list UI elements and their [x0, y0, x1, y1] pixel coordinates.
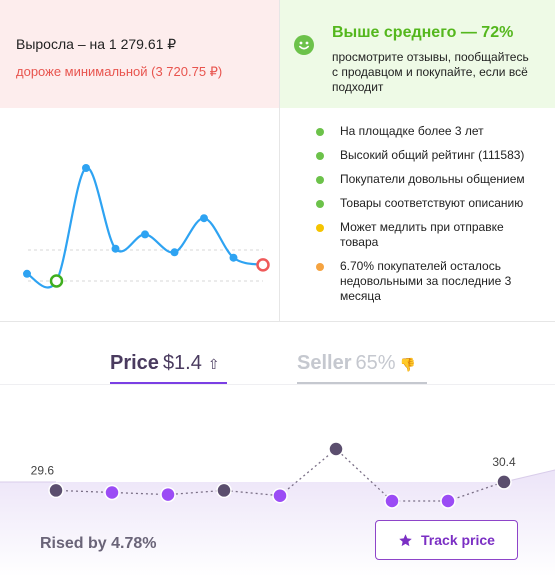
feature-text: Товары соответствуют описанию — [340, 196, 524, 210]
feature-text: Высокий общий рейтинг (111583) — [340, 148, 525, 162]
seller-feature-list: На площадке более 3 лет Высокий общий рей… — [312, 124, 542, 313]
sparkline-point — [200, 214, 208, 223]
feature-text: Покупатели довольны общением — [340, 172, 525, 186]
track-price-label: Track price — [421, 532, 495, 548]
sparkline-current-point — [256, 258, 270, 272]
seller-rating-description: просмотрите отзывы, пообщайтесь с продав… — [332, 50, 529, 94]
tab-seller-value: 65% — [355, 352, 396, 374]
tab-seller-label: Seller — [297, 352, 352, 374]
sparkline-point — [23, 269, 31, 278]
tab-seller[interactable]: Seller 65% 👎 — [297, 352, 416, 375]
price-change-summary: Выросла – на 1 279.61 ₽ — [16, 36, 177, 52]
smile-icon — [294, 35, 314, 55]
sparkline-point — [229, 253, 238, 262]
seller-feature-item: 6.70% покупателей осталось недовольными … — [312, 259, 542, 304]
inactive-tab-indicator — [297, 382, 427, 384]
feature-text: На площадке более 3 лет — [340, 124, 484, 138]
panel-divider — [279, 0, 280, 322]
feature-status-dot — [316, 224, 324, 232]
chart-tabs: Price $1.4 ⇧ Seller 65% 👎 — [0, 340, 555, 386]
chart-series-line — [55, 448, 505, 502]
arrow-up-icon: ⇧ — [207, 356, 220, 372]
chart-key-point — [328, 441, 344, 457]
chart-point-label: 29.6 — [31, 463, 55, 477]
seller-rating-box: Выше среднего — 72% просмотрите отзывы, … — [280, 0, 555, 108]
chart-key-point — [216, 482, 232, 499]
thumbs-down-icon: 👎 — [399, 357, 416, 372]
chart-key-point — [496, 474, 512, 490]
sparkline-point — [82, 164, 90, 172]
seller-feature-item: Высокий общий рейтинг (111583) — [312, 148, 542, 163]
price-history-sparkline — [23, 164, 270, 289]
track-price-button[interactable]: Track price — [375, 520, 518, 560]
chart-point — [384, 493, 400, 509]
sparkline-min-point — [49, 274, 64, 288]
price-rise-label: Rised by 4.78% — [40, 535, 157, 552]
chart-point — [104, 484, 120, 501]
feature-status-dot — [316, 176, 324, 184]
tab-price-value: $1.4 — [162, 352, 202, 374]
seller-feature-item: На площадке более 3 лет — [312, 124, 542, 139]
chart-area-edge — [0, 469, 555, 483]
seller-feature-item: Товары соответствуют описанию — [312, 196, 542, 211]
chart-point — [160, 486, 176, 503]
sparkline-point — [141, 230, 149, 239]
price-vs-minimum: дороже минимальной (3 720.75 ₽) — [16, 64, 223, 79]
feature-status-dot — [316, 200, 324, 208]
sparkline-point — [170, 248, 179, 257]
feature-status-dot — [316, 128, 324, 136]
feature-text: 6.70% покупателей осталось недовольными … — [340, 259, 512, 303]
feature-status-dot — [316, 263, 324, 271]
active-tab-indicator — [110, 382, 227, 385]
seller-feature-item: Покупатели довольны общением — [312, 172, 542, 187]
tabs-divider — [0, 384, 555, 385]
feature-text: Может медлить при отправке товара — [340, 220, 504, 249]
chart-key-point — [48, 482, 64, 499]
seller-feature-item: Может медлить при отправке товара — [312, 220, 542, 250]
chart-point — [272, 487, 288, 504]
tab-price[interactable]: Price $1.4 ⇧ — [110, 352, 220, 375]
feature-status-dot — [316, 152, 324, 160]
star-icon — [399, 533, 412, 546]
chart-point — [440, 493, 456, 509]
seller-rating-title: Выше среднего — 72% — [332, 24, 514, 41]
seller-price-panel: Выросла – на 1 279.61 ₽ дороже минимальн… — [0, 0, 555, 322]
chart-point-label: 30.4 — [492, 455, 516, 469]
sparkline-series — [26, 166, 264, 289]
sparkline-point — [111, 244, 120, 253]
price-change-box: Выросла – на 1 279.61 ₽ дороже минимальн… — [0, 0, 279, 108]
tab-price-label: Price — [110, 352, 159, 374]
